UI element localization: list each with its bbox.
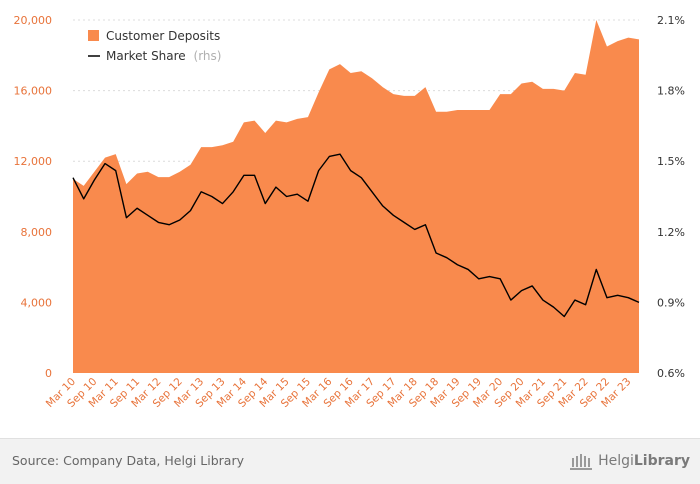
market-share-line xyxy=(72,153,640,318)
deposits-area xyxy=(73,20,639,373)
left-axis-ticks: 0 4,000 8,000 12,000 16,000 20,000 xyxy=(14,14,53,380)
left-tick-label: 4,000 xyxy=(21,296,53,309)
deposits-area-layer xyxy=(73,20,639,373)
right-tick-label: 1.8% xyxy=(657,85,685,98)
legend-swatch-deposits xyxy=(88,30,99,41)
legend-label-deposits: Customer Deposits xyxy=(106,29,220,43)
right-tick-label: 0.6% xyxy=(657,367,685,380)
legend-label-market-share: Market Share (rhs) xyxy=(106,49,221,63)
right-tick-label: 1.5% xyxy=(657,155,685,168)
library-building-icon xyxy=(570,454,593,470)
left-tick-label: 16,000 xyxy=(14,85,53,98)
left-tick-label: 8,000 xyxy=(21,226,53,239)
brand-text-regular: Helgi xyxy=(598,453,634,469)
legend-market-share-suffix: (rhs) xyxy=(194,49,222,63)
right-axis-ticks: 0.6% 0.9% 1.2% 1.5% 1.8% 2.1% xyxy=(657,14,685,380)
footer: Source: Company Data, Helgi Library Helg… xyxy=(0,438,700,484)
legend-market-share-name: Market Share xyxy=(106,49,186,63)
brand-text-bold: Library xyxy=(633,453,690,469)
right-tick-label: 1.2% xyxy=(657,226,685,239)
right-tick-label: 0.9% xyxy=(657,296,685,309)
chart-canvas: 0 4,000 8,000 12,000 16,000 20,000 0.6% 0.9% 1.… xyxy=(14,14,686,410)
left-tick-label: 20,000 xyxy=(14,14,53,27)
helgi-library-logo: Helgi Library xyxy=(569,449,690,473)
left-tick-label: 12,000 xyxy=(14,155,53,168)
right-tick-label: 2.1% xyxy=(657,14,685,27)
left-tick-label: 0 xyxy=(45,367,52,380)
market-share-line-layer xyxy=(72,153,640,318)
source-text: Source: Company Data, Helgi Library xyxy=(12,453,245,468)
legend: Customer Deposits Market Share (rhs) xyxy=(88,29,221,63)
